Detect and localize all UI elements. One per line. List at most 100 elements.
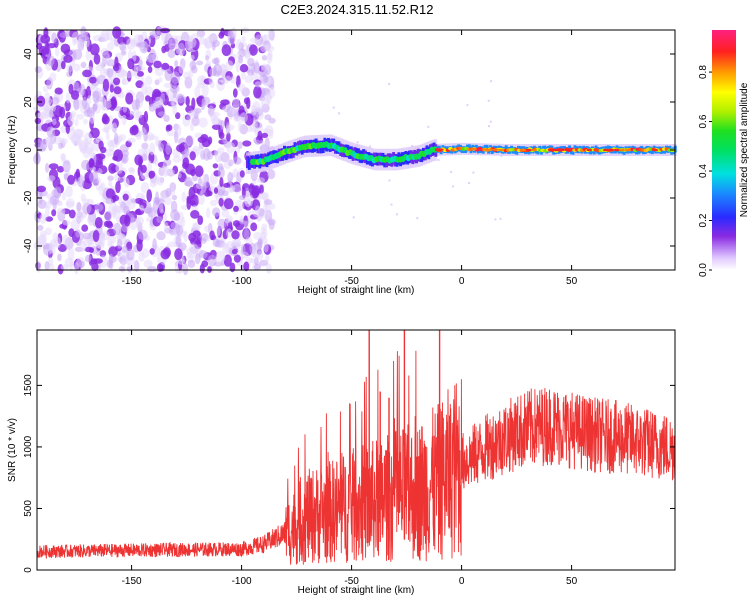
noise-blob bbox=[197, 193, 205, 205]
noise-blob bbox=[122, 106, 128, 113]
noise-blob bbox=[208, 75, 213, 86]
noise-blob bbox=[172, 155, 182, 163]
noise-blob bbox=[130, 198, 137, 204]
noise-blob bbox=[152, 207, 158, 219]
noise-blob bbox=[250, 258, 255, 264]
scatter-pixel bbox=[490, 80, 492, 83]
noise-blob bbox=[266, 52, 273, 64]
noise-blob bbox=[156, 231, 166, 241]
chart-title: C2E3.2024.315.11.52.R12 bbox=[281, 2, 434, 17]
noise-blob bbox=[61, 138, 68, 145]
tone-peak bbox=[558, 148, 565, 152]
noise-blob bbox=[56, 207, 66, 216]
noise-blob bbox=[154, 135, 159, 147]
colorbar-tick-label: 0.6 bbox=[698, 114, 709, 128]
noise-blob bbox=[261, 55, 268, 61]
noise-blob bbox=[233, 205, 239, 212]
noise-blob bbox=[55, 46, 60, 57]
noise-blob bbox=[49, 195, 60, 206]
noise-blob bbox=[154, 79, 160, 86]
noise-blob bbox=[152, 238, 157, 252]
noise-blob bbox=[248, 194, 254, 207]
noise-blob bbox=[235, 60, 241, 73]
scatter-pixel bbox=[472, 171, 475, 174]
noise-blob bbox=[45, 205, 50, 218]
noise-blob bbox=[51, 96, 60, 105]
noise-blob bbox=[70, 90, 80, 100]
noise-blob bbox=[36, 185, 47, 193]
noise-blob bbox=[253, 232, 263, 240]
noise-blob bbox=[163, 114, 170, 122]
noise-blob bbox=[107, 58, 114, 65]
colorbar: 0.0 0.2 0.4 0.6 0.8 Normalized spectral ampl… bbox=[698, 30, 750, 277]
noise-blob bbox=[149, 48, 156, 58]
noise-blob bbox=[155, 96, 162, 108]
noise-blob bbox=[110, 96, 117, 108]
noise-blob bbox=[48, 241, 54, 254]
noise-blob bbox=[44, 162, 50, 173]
tone-peak bbox=[498, 148, 505, 152]
noise-blob bbox=[221, 44, 232, 57]
noise-blob bbox=[220, 120, 225, 130]
noise-blob bbox=[129, 167, 136, 175]
noise-blob bbox=[135, 98, 141, 110]
tone-peak bbox=[564, 148, 571, 152]
noise-blob bbox=[264, 199, 273, 206]
noise-blob bbox=[265, 263, 272, 274]
noise-blob bbox=[79, 175, 85, 188]
scatter-pixel bbox=[427, 125, 430, 128]
noise-blob bbox=[89, 85, 99, 93]
noise-blob bbox=[156, 263, 164, 272]
noise-blob bbox=[61, 191, 67, 201]
noise-blob bbox=[92, 258, 103, 264]
noise-blob bbox=[89, 76, 97, 84]
colorbar-tick-label: 0.2 bbox=[698, 213, 709, 227]
noise-blob bbox=[113, 222, 122, 235]
noise-blob bbox=[88, 247, 95, 254]
noise-blob bbox=[189, 151, 196, 161]
noise-blob bbox=[80, 61, 87, 69]
noise-blob bbox=[195, 182, 204, 190]
noise-blob bbox=[181, 191, 187, 203]
tone-band bbox=[490, 147, 494, 154]
scatter-pixel bbox=[437, 159, 440, 161]
noise-blob bbox=[109, 84, 114, 93]
noise-blob bbox=[112, 155, 119, 161]
noise-blob bbox=[239, 63, 249, 73]
noise-blob bbox=[225, 142, 236, 154]
noise-blob bbox=[212, 238, 221, 248]
noise-blob bbox=[189, 54, 195, 61]
noise-blob bbox=[238, 54, 244, 64]
noise-blob bbox=[198, 117, 208, 128]
noise-blob bbox=[146, 189, 152, 203]
noise-blob bbox=[78, 260, 85, 269]
noise-blob bbox=[254, 81, 263, 88]
noise-blob bbox=[206, 235, 211, 242]
x-tick-label: 0 bbox=[459, 576, 465, 587]
tone-peak bbox=[624, 148, 631, 152]
noise-blob bbox=[211, 116, 220, 126]
colorbar-gradient bbox=[712, 30, 736, 270]
noise-blob bbox=[254, 139, 264, 145]
noise-blob bbox=[263, 75, 269, 83]
noise-blob bbox=[241, 71, 246, 80]
scatter-pixel bbox=[338, 112, 341, 115]
noise-blob bbox=[237, 83, 246, 92]
noise-blob bbox=[189, 243, 199, 254]
noise-blob bbox=[54, 87, 63, 95]
noise-blob bbox=[231, 239, 241, 246]
noise-blob bbox=[166, 168, 175, 176]
noise-blob bbox=[59, 106, 66, 119]
noise-blob bbox=[129, 110, 135, 116]
noise-blob bbox=[163, 82, 173, 89]
noise-blob bbox=[215, 250, 226, 264]
y-tick-label: 500 bbox=[23, 500, 34, 517]
noise-blob bbox=[160, 92, 166, 104]
scatter-pixel bbox=[488, 125, 490, 128]
noise-blob bbox=[121, 114, 127, 126]
noise-blob bbox=[39, 213, 47, 225]
noise-blob bbox=[196, 60, 204, 66]
noise-blob bbox=[190, 169, 196, 177]
noise-blob bbox=[81, 224, 89, 232]
noise-blob bbox=[232, 88, 238, 98]
